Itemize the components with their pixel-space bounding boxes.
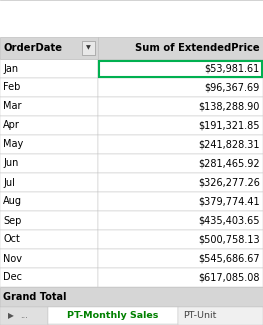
Bar — [0, 116, 98, 135]
Bar — [98, 268, 263, 287]
Bar — [98, 59, 263, 78]
Bar — [0, 135, 98, 154]
Text: Sum of ExtendedPrice: Sum of ExtendedPrice — [135, 43, 260, 53]
Bar — [178, 307, 263, 325]
Text: Jul: Jul — [3, 177, 15, 188]
Text: $281,465.92: $281,465.92 — [198, 159, 260, 168]
Text: $138,288.90: $138,288.90 — [199, 101, 260, 111]
Bar — [0, 173, 98, 192]
Bar — [48, 307, 178, 324]
Text: Aug: Aug — [3, 197, 22, 206]
Text: Jun: Jun — [3, 159, 18, 168]
Bar — [0, 59, 98, 78]
Bar — [0, 97, 98, 116]
Bar — [0, 192, 98, 211]
Bar — [98, 78, 263, 97]
Text: PT-Monthly Sales: PT-Monthly Sales — [67, 311, 159, 320]
Bar — [98, 97, 263, 116]
Bar — [0, 307, 48, 325]
Text: Apr: Apr — [3, 121, 20, 131]
Text: $545,686.67: $545,686.67 — [198, 254, 260, 264]
Text: $326,277.26: $326,277.26 — [198, 177, 260, 188]
Text: PT-Unit: PT-Unit — [183, 311, 216, 320]
Bar — [0, 287, 263, 307]
Text: $435,403.65: $435,403.65 — [198, 215, 260, 226]
Text: ▼: ▼ — [86, 46, 91, 50]
Text: Feb: Feb — [3, 83, 21, 93]
Text: $500,758.13: $500,758.13 — [198, 235, 260, 244]
Bar — [0, 78, 98, 97]
Bar — [98, 154, 263, 173]
Bar — [98, 135, 263, 154]
Text: $617,085.08: $617,085.08 — [198, 272, 260, 282]
Text: $191,321.85: $191,321.85 — [198, 121, 260, 131]
Text: Dec: Dec — [3, 272, 22, 282]
Text: Mar: Mar — [3, 101, 22, 111]
Text: Sep: Sep — [3, 215, 22, 226]
Bar — [0, 307, 263, 325]
Text: $53,981.61: $53,981.61 — [205, 63, 260, 73]
Bar — [0, 154, 98, 173]
Bar — [99, 60, 261, 76]
Bar — [98, 192, 263, 211]
Bar — [82, 42, 95, 55]
Text: ...: ... — [20, 311, 28, 320]
Text: Grand Total: Grand Total — [3, 292, 67, 302]
Text: $96,367.69: $96,367.69 — [205, 83, 260, 93]
Bar — [0, 230, 98, 249]
Text: Nov: Nov — [3, 254, 22, 264]
Bar — [0, 268, 98, 287]
Text: $241,828.31: $241,828.31 — [198, 139, 260, 150]
Text: Oct: Oct — [3, 235, 20, 244]
Bar — [0, 37, 98, 59]
Bar — [98, 249, 263, 268]
Bar — [98, 211, 263, 230]
Bar — [98, 230, 263, 249]
Bar — [0, 211, 98, 230]
Bar — [98, 37, 263, 59]
Bar — [98, 173, 263, 192]
Bar — [0, 249, 98, 268]
Bar — [98, 116, 263, 135]
Text: $379,774.41: $379,774.41 — [198, 197, 260, 206]
Text: ▶: ▶ — [8, 311, 14, 320]
Text: OrderDate: OrderDate — [3, 43, 62, 53]
Text: May: May — [3, 139, 23, 150]
Text: Jan: Jan — [3, 63, 18, 73]
